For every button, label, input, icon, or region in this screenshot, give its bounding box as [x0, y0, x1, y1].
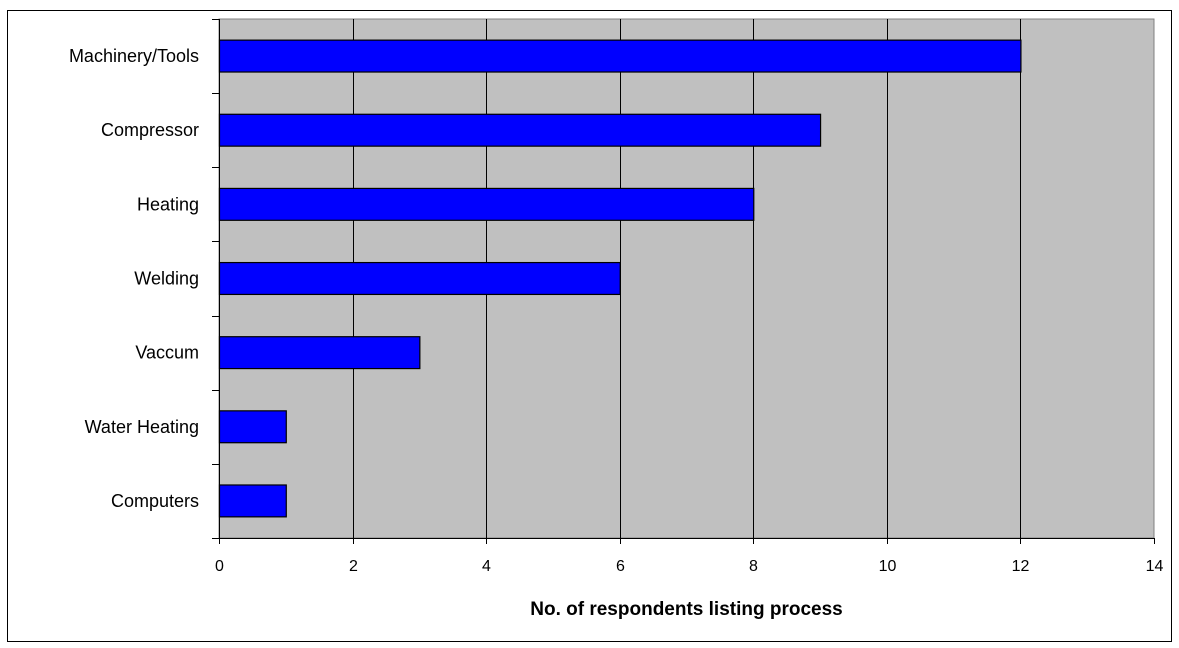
x-axis-title: No. of respondents listing process	[530, 599, 843, 620]
x-tick-label: 0	[215, 558, 224, 575]
category-label: Machinery/Tools	[69, 46, 199, 66]
x-tick-label: 6	[616, 558, 625, 575]
x-tick-label: 2	[349, 558, 358, 575]
x-tick-label: 12	[1012, 558, 1030, 575]
bar-computers	[218, 484, 287, 518]
bar-vaccum	[218, 336, 421, 370]
category-label: Heating	[137, 194, 199, 214]
labels: 0 2 4 6 8 10 12 14 Machinery/Tools Compressor Heat…	[69, 46, 1164, 575]
category-label: Compressor	[101, 120, 199, 140]
category-label: Welding	[134, 269, 199, 289]
x-tick-label: 8	[749, 558, 758, 575]
bar-welding	[218, 261, 621, 296]
axes	[212, 19, 1155, 544]
category-label: Vaccum	[135, 343, 199, 363]
bar-heating	[218, 187, 755, 221]
bar-machinery-tools	[218, 39, 1022, 73]
category-label: Computers	[111, 491, 199, 511]
bar-water-heating	[218, 410, 287, 444]
x-tick-label: 14	[1146, 558, 1164, 575]
category-label: Water Heating	[85, 417, 199, 437]
x-tick-label: 10	[879, 558, 897, 575]
x-tick-label: 4	[482, 558, 491, 575]
bars	[218, 39, 1022, 518]
bar-compressor	[218, 113, 822, 147]
